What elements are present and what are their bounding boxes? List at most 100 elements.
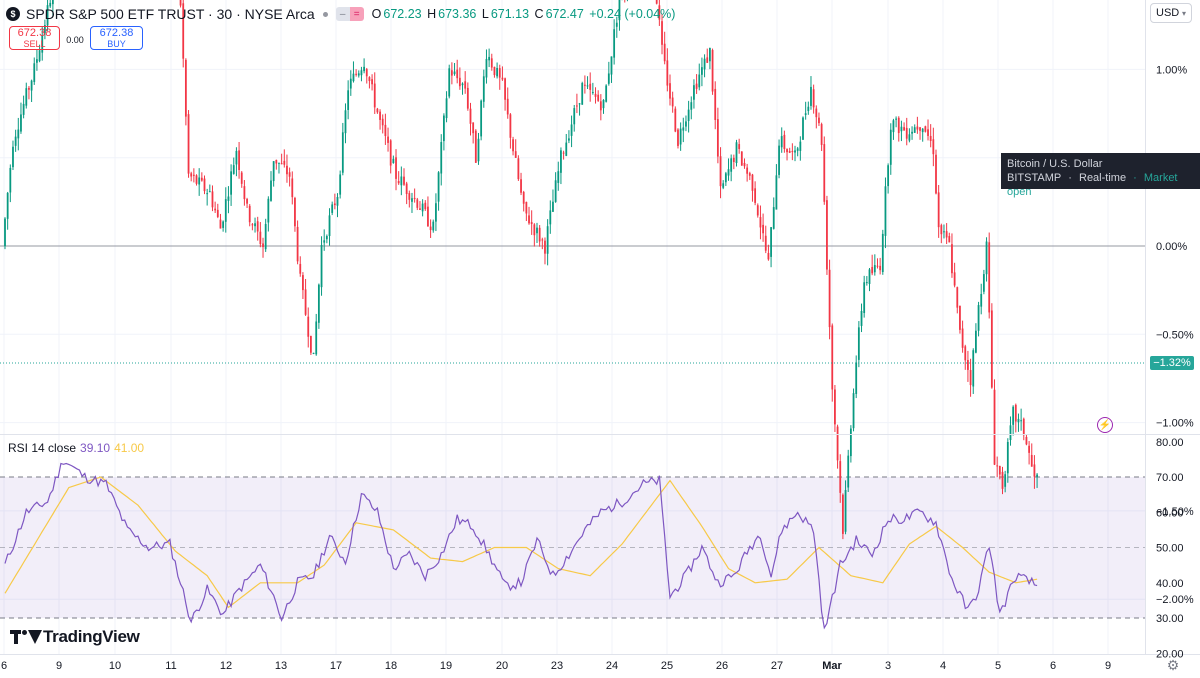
candle-body (828, 269, 831, 328)
lightning-icon[interactable]: ⚡ (1097, 417, 1113, 433)
candle (538, 225, 541, 247)
candle (975, 323, 977, 354)
candle-body (17, 129, 20, 139)
candle (839, 454, 842, 503)
candle (224, 187, 227, 233)
candle (272, 161, 275, 187)
candle-body (1004, 474, 1007, 487)
candle-body (392, 158, 395, 164)
candle-body (576, 105, 578, 107)
candle-body (868, 269, 871, 284)
time-tick-label: 19 (440, 660, 452, 672)
time-tick-label: Mar (822, 660, 842, 672)
tradingview-logo-icon (10, 629, 42, 645)
tooltip-mode: Real-time (1079, 172, 1127, 184)
symbol-title[interactable]: SPDR S&P 500 ETF TRUST · 30 · NYSE Arca (26, 6, 315, 22)
candle (347, 80, 350, 120)
buy-button[interactable]: 672.38 BUY (90, 26, 143, 50)
candle-body (262, 243, 264, 248)
candle-body (751, 174, 754, 191)
candle-body (836, 426, 839, 461)
candle-body (892, 120, 895, 133)
candle-body (512, 139, 514, 152)
candle-body (961, 328, 964, 348)
candle (312, 352, 315, 355)
candle (756, 203, 759, 218)
candle-body (232, 165, 235, 174)
candle-body (376, 108, 379, 113)
candle (570, 115, 573, 148)
candle-body (259, 231, 262, 245)
legend-header: $ SPDR S&P 500 ETF TRUST · 30 · NYSE Arc… (6, 4, 677, 24)
candle-body (312, 352, 315, 354)
candle (490, 53, 493, 71)
candle-body (44, 25, 46, 34)
sell-button[interactable]: 672.38 SELL (9, 26, 60, 50)
candle-body (504, 78, 506, 100)
candle (222, 220, 225, 232)
candle (828, 259, 831, 340)
candle (530, 210, 533, 235)
candle (408, 190, 411, 208)
candle-body (578, 103, 581, 105)
candle-body (421, 203, 424, 212)
candle-body (227, 196, 230, 201)
candle-body (711, 50, 714, 92)
price-tick-label: 0.00% (1156, 241, 1187, 253)
candle (921, 128, 924, 142)
candle-body (192, 174, 195, 176)
candle-body (347, 90, 350, 110)
candle-body (607, 73, 610, 84)
tradingview-logo[interactable]: TradingView (10, 627, 140, 647)
candle-body (1022, 418, 1025, 436)
candle-body (405, 183, 408, 195)
candle-body (820, 124, 823, 145)
time-tick-label: 9 (56, 660, 62, 672)
equals-icon[interactable]: = (349, 7, 364, 21)
candle (275, 159, 278, 170)
candle-body (288, 172, 291, 177)
candle-body (224, 199, 227, 222)
candle-body (591, 92, 594, 94)
candle-body (818, 117, 820, 124)
candle (738, 138, 741, 154)
chart-toggle[interactable]: – = (335, 7, 364, 21)
tooltip-sep-1: · (1068, 172, 1072, 184)
candle (474, 129, 477, 164)
minus-icon[interactable]: – (335, 7, 350, 21)
candle (355, 69, 358, 77)
candle (1001, 466, 1004, 495)
candle (823, 136, 826, 205)
candle-body (756, 205, 759, 216)
time-tick-label: 12 (220, 660, 232, 672)
candle (685, 115, 687, 132)
gear-icon[interactable]: ⚙ (1166, 657, 1180, 673)
candle (440, 134, 443, 186)
candle-layer (4, 0, 1038, 540)
candle (264, 218, 267, 252)
candle-body (879, 265, 882, 271)
candle (847, 449, 850, 493)
candle-body (932, 139, 935, 155)
candle-body (498, 68, 501, 78)
rsi-legend[interactable]: RSI 14 close 39.10 41.00 (8, 441, 144, 455)
candle-body (951, 244, 953, 274)
candle-body (937, 192, 940, 228)
rsi-ma-line (4, 476, 1038, 609)
currency-button[interactable]: USD ▾ (1150, 3, 1192, 23)
candle-body (775, 175, 778, 210)
candle-body (6, 192, 9, 219)
candle (203, 175, 206, 195)
candle-body (546, 226, 549, 254)
candle (831, 323, 834, 402)
candle (182, 0, 185, 68)
candle (36, 49, 38, 71)
candle (44, 19, 46, 40)
candle (325, 234, 328, 244)
candle (788, 147, 791, 154)
candle (687, 100, 690, 133)
candle-body (602, 99, 605, 109)
candle-body (778, 145, 780, 175)
rsi-tick-label: 30.00 (1156, 613, 1184, 625)
